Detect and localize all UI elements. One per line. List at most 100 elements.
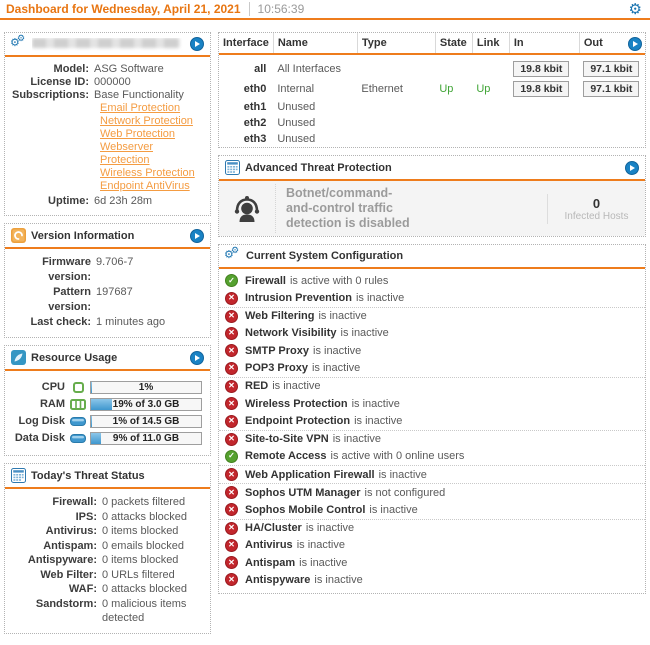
threat-label: Antivirus: <box>45 525 97 537</box>
panel-expand-button[interactable] <box>190 350 204 365</box>
link-network-protection[interactable]: Network Protection <box>100 115 193 127</box>
threat-row: Firewall: 0 packets filtered <box>11 495 204 510</box>
panel-expand-button[interactable] <box>190 37 204 51</box>
iface-id: eth2 <box>243 117 267 129</box>
status-fail-icon: ✕ <box>225 291 238 305</box>
datadisk-usage-bar: 9% of 11.0 GB <box>90 431 202 445</box>
threat-label: Firewall: <box>52 496 97 508</box>
iface-state: Up <box>439 83 454 95</box>
link-email-protection[interactable]: Email Protection <box>100 102 181 114</box>
col-interface: Interface <box>219 33 274 54</box>
iface-name: Unused <box>277 117 316 129</box>
link-web-protection[interactable]: Web Protection <box>100 128 176 140</box>
status-fail-icon: ✕ <box>225 432 238 446</box>
iface-name: All Interfaces <box>277 63 341 75</box>
config-row-wireless-protection: ✕ Wireless Protection is inactive <box>219 395 645 412</box>
resource-label: Log Disk <box>18 415 65 427</box>
field-value: 000000 <box>94 76 131 88</box>
threat-label: WAF: <box>68 583 97 595</box>
status-fail-icon: ✕ <box>225 326 238 340</box>
threat-row: Antispyware: 0 items blocked <box>11 553 204 568</box>
panel-expand-button[interactable] <box>628 37 642 51</box>
iface-link <box>472 54 509 79</box>
disk-icon <box>69 416 87 426</box>
config-row-network-visibility: ✕ Network Visibility is inactive <box>219 325 645 342</box>
threat-label: Sandstorm: <box>35 597 97 610</box>
config-panel: ⚙ ⚙ Current System Configuration ✓ Firewal… <box>218 244 646 594</box>
calendar-icon <box>225 160 240 175</box>
interface-row-all: all All Interfaces 19.8 kbit 97.1 kbit <box>219 54 645 79</box>
config-row-site-to-site-vpn: ✕ Site-to-Site VPN is inactive <box>219 429 645 448</box>
ram-usage-bar: 19% of 3.0 GB <box>90 397 202 411</box>
col-name: Name <box>273 33 358 54</box>
field-label: License ID: <box>30 76 89 88</box>
field-value: 6d 23h 28m <box>94 195 153 207</box>
interface-row-eth1: eth1 Unused <box>219 99 645 115</box>
datadisk-usage-row: Data Disk 9% of 11.0 GB <box>11 431 204 445</box>
config-row-firewall: ✓ Firewall is active with 0 rules <box>219 272 645 289</box>
status-fail-icon: ✕ <box>225 573 238 587</box>
disk-icon <box>69 433 87 443</box>
status-fail-icon: ✕ <box>225 521 238 535</box>
gears-icon: ⚙ ⚙ <box>224 245 240 261</box>
threat-value: 0 attacks blocked <box>102 583 187 595</box>
status-fail-icon: ✕ <box>225 503 238 517</box>
subscription-links: Email Protection Network Protection Web … <box>100 102 204 193</box>
config-row-remote-access: ✓ Remote Access is active with 0 online us… <box>219 448 645 465</box>
iface-in: 19.8 kbit <box>509 79 579 99</box>
panel-title: Resource Usage <box>31 351 118 364</box>
interface-header-row: Interface Name Type State Link In Out <box>219 33 645 54</box>
threat-row: IPS: 0 attacks blocked <box>11 510 204 525</box>
link-endpoint-antivirus[interactable]: Endpoint AntiVirus <box>100 180 190 192</box>
threat-row: WAF: 0 attacks blocked <box>11 582 204 597</box>
config-row-sophos-utm-manager: ✕ Sophos UTM Manager is not configured <box>219 483 645 501</box>
resource-panel-header: Resource Usage <box>5 346 210 371</box>
panel-expand-button[interactable] <box>190 228 204 243</box>
threat-label: Antispam: <box>43 539 97 552</box>
config-row-sophos-mobile-control: ✕ Sophos Mobile Control is inactive <box>219 501 645 518</box>
atp-panel-header: Advanced Threat Protection <box>219 156 645 181</box>
out-rate-badge: 97.1 kbit <box>583 81 640 97</box>
iface-state <box>435 54 472 79</box>
panel-expand-button[interactable] <box>625 160 639 175</box>
link-webserver-protection[interactable]: Webserver Protection <box>100 141 153 166</box>
status-fail-icon: ✕ <box>225 309 238 323</box>
botnet-icon <box>219 195 275 222</box>
version-swirl-icon <box>11 228 26 243</box>
field-label: Last check: <box>30 316 91 328</box>
iface-type: Ethernet <box>361 83 403 95</box>
interface-row-eth0: eth0 Internal Ethernet Up Up 19.8 kbit 9… <box>219 79 645 99</box>
field-value: 1 minutes ago <box>96 316 166 328</box>
link-wireless-protection[interactable]: Wireless Protection <box>100 167 195 179</box>
threat-label: Antispyware: <box>27 554 97 566</box>
subscriptions-row: Subscriptions: Base Functionality <box>11 89 204 102</box>
threat-row: Antivirus: 0 items blocked <box>11 524 204 539</box>
config-row-antispyware: ✕ Antispyware is inactive <box>219 571 645 588</box>
cpu-usage-bar: 1% <box>90 380 202 394</box>
in-rate-badge: 19.8 kbit <box>513 61 570 77</box>
cpu-icon <box>69 381 87 393</box>
ram-icon <box>69 398 87 410</box>
pattern-row: Pattern version: 197687 <box>11 285 204 315</box>
threat-status-panel: Today's Threat Status Firewall: 0 packets… <box>4 463 211 634</box>
threat-value: 0 packets filtered <box>102 496 186 508</box>
status-fail-icon: ✕ <box>225 379 238 393</box>
version-panel-header: Version Information <box>5 224 210 249</box>
iface-out: 97.1 kbit <box>579 79 645 99</box>
status-fail-icon: ✕ <box>225 361 238 375</box>
firmware-row: Firmware version: 9.706-7 <box>11 255 204 285</box>
status-fail-icon: ✕ <box>225 538 238 552</box>
resource-leaf-icon <box>11 350 26 365</box>
iface-name: Internal <box>277 83 315 95</box>
calendar-icon <box>11 468 26 483</box>
atp-content: Botnet/command-and-control traffic detec… <box>219 181 645 236</box>
iface-in: 19.8 kbit <box>509 54 579 79</box>
interface-row-eth2: eth2 Unused <box>219 115 645 131</box>
settings-gear-icon[interactable]: ⚙ <box>628 1 642 18</box>
top-bar: Dashboard for Wednesday, April 21, 2021 … <box>0 0 650 20</box>
status-fail-icon: ✕ <box>225 414 238 428</box>
interfaces-panel: Interface Name Type State Link In Out al… <box>218 32 646 148</box>
resource-label: Data Disk <box>14 432 65 444</box>
panel-title: Advanced Threat Protection <box>245 161 392 174</box>
panel-title: Today's Threat Status <box>31 469 145 482</box>
